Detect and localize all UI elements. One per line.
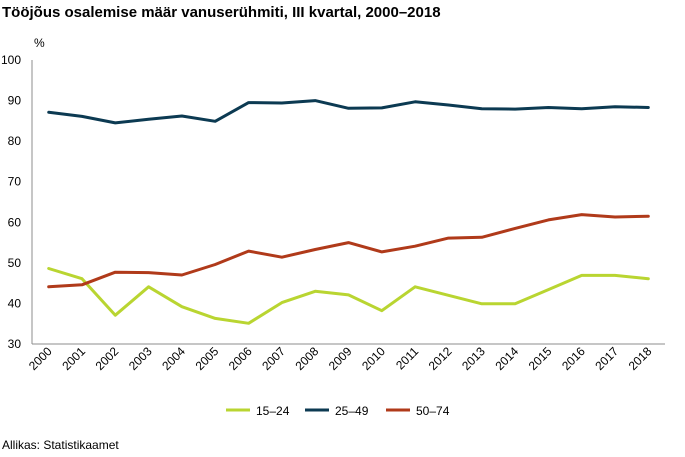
y-tick-label: 50: [8, 256, 22, 270]
series-line-25–49: [47, 99, 650, 125]
y-tick-label: 100: [1, 53, 21, 67]
x-tick-label: 2006: [226, 344, 255, 373]
chart-title: Tööjõus osalemise määr vanuserühmiti, II…: [2, 4, 441, 21]
x-tick-label: 2014: [492, 344, 521, 373]
series-line-15–24: [47, 267, 650, 325]
x-tick-label: 2013: [459, 344, 488, 373]
legend: 15–24 25–49 50–74: [226, 404, 450, 418]
y-tick-label: 70: [8, 175, 22, 189]
x-tick-label: 2018: [626, 344, 655, 373]
y-tick-label: 90: [8, 94, 22, 108]
x-tick-label: 2008: [293, 344, 322, 373]
x-tick-label: 2010: [359, 344, 388, 373]
series-line-50–74: [47, 213, 650, 289]
x-tick-label: 2016: [559, 344, 588, 373]
x-tick-label: 2000: [26, 344, 55, 373]
legend-label: 15–24: [256, 404, 290, 418]
y-tick-label: 30: [8, 337, 22, 351]
y-tick-label: 80: [8, 134, 22, 148]
y-tick-label: 60: [8, 215, 22, 229]
x-tick-label: 2007: [259, 344, 288, 373]
y-axis-unit-label: %: [34, 36, 45, 50]
source-note: Allikas: Statistikaamet: [2, 438, 119, 452]
x-tick-label: 2012: [426, 344, 455, 373]
x-tick-label: 2001: [59, 344, 88, 373]
legend-label: 50–74: [416, 404, 450, 418]
x-tick-label: 2017: [592, 344, 621, 373]
x-tick-label: 2005: [193, 344, 222, 373]
x-tick-label: 2009: [326, 344, 355, 373]
x-tick-label: 2011: [393, 344, 421, 372]
x-tick-labels: 2000 2001 2002 2003 2004 2005 2006 2007 2008 2009…: [26, 344, 655, 373]
x-tick-label: 2015: [526, 344, 555, 373]
x-tick-label: 2002: [93, 344, 122, 373]
legend-label: 25–49: [335, 404, 369, 418]
series-lines: [47, 99, 650, 325]
x-tick-label: 2004: [159, 344, 188, 373]
y-tick-labels: 30 40 50 60 70 80 90 100: [1, 53, 21, 351]
x-tick-label: 2003: [126, 344, 155, 373]
y-tick-label: 40: [8, 296, 22, 310]
axes: %: [31, 36, 665, 345]
